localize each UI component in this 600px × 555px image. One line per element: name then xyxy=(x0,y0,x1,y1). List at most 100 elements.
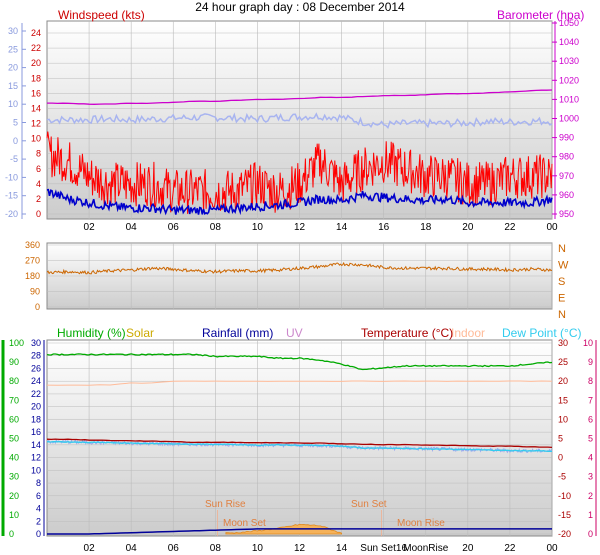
legend-temperature: Temperature (°C) xyxy=(361,326,453,340)
uv-tick-label: 3 xyxy=(588,472,593,482)
rain-tick-label: 22 xyxy=(31,389,41,399)
wind-tick-label: 2 xyxy=(36,194,41,204)
top-hour-label: 02 xyxy=(84,222,96,233)
barometer-tick-label: 1010 xyxy=(559,94,579,104)
gust-tick-label: -5 xyxy=(10,154,18,164)
rain-tick-label: 2 xyxy=(36,516,41,526)
humidity-line xyxy=(46,353,553,371)
legend-windspeed: Windspeed (kts) xyxy=(58,8,145,22)
legend-humidity: Humidity (%) xyxy=(57,326,126,340)
uv-tick-label: 8 xyxy=(588,376,593,386)
barometer-tick-label: 1020 xyxy=(559,75,579,85)
rainfall-line xyxy=(47,528,552,535)
uv-tick-label: 5 xyxy=(588,434,593,444)
humidity-tick-label: 40 xyxy=(9,453,19,463)
top-hour-label: 16 xyxy=(378,222,390,233)
bottom-hour-label: 10 xyxy=(252,543,264,554)
rain-tick-label: 8 xyxy=(36,478,41,488)
rain-tick-label: 16 xyxy=(31,427,41,437)
uv-tick-label: 0 xyxy=(588,529,593,539)
bottom-hour-label: 22 xyxy=(504,543,516,554)
gust-tick-label: 20 xyxy=(8,63,18,73)
barometer-tick-label: 1040 xyxy=(559,37,579,47)
gust-tick-label: -15 xyxy=(5,191,18,201)
rain-tick-label: 14 xyxy=(31,440,41,450)
wind-tick-label: 6 xyxy=(36,164,41,174)
wind-tick-label: 24 xyxy=(31,28,41,38)
barometer-tick-label: 1050 xyxy=(559,18,579,28)
annotation-sunrise: Sun Rise xyxy=(205,499,246,510)
rain-tick-label: 24 xyxy=(31,376,41,386)
bottom-hour-label: 06 xyxy=(168,543,180,554)
temp-tick-label: -5 xyxy=(558,472,566,482)
wind-tick-label: 20 xyxy=(31,58,41,68)
wind-tick-label: 14 xyxy=(31,103,41,113)
humidity-tick-label: 60 xyxy=(9,414,19,424)
top-hour-label: 08 xyxy=(210,222,222,233)
rain-tick-label: 28 xyxy=(31,351,41,361)
bottom-hour-label: 20 xyxy=(462,543,474,554)
wind-average-line xyxy=(46,188,553,216)
rain-tick-label: 26 xyxy=(31,363,41,373)
top-hour-label: 14 xyxy=(336,222,348,233)
wind-tick-label: 10 xyxy=(31,134,41,144)
humidity-tick-label: 50 xyxy=(9,434,19,444)
dewpoint-line xyxy=(46,440,553,453)
uv-tick-label: 7 xyxy=(588,395,593,405)
bottom-hour-label: 14 xyxy=(336,543,348,554)
bottom-hour-label: Sun Set16 xyxy=(360,543,407,554)
rain-tick-label: 10 xyxy=(31,465,41,475)
humidity-tick-label: 90 xyxy=(9,357,19,367)
legend-uv-label: UV xyxy=(286,326,303,340)
direction-tick-label: 360 xyxy=(25,240,40,250)
barometer-tick-label: 950 xyxy=(559,209,574,219)
wind-tick-label: 8 xyxy=(36,149,41,159)
barometer-line xyxy=(47,89,553,105)
bottom-hour-label: 04 xyxy=(126,543,138,554)
bottom-hour-label: 12 xyxy=(294,543,306,554)
gust-tick-label: 0 xyxy=(13,136,18,146)
humidity-tick-label: 30 xyxy=(9,472,19,482)
rain-tick-label: 30 xyxy=(31,338,41,348)
barometer-tick-label: 980 xyxy=(559,152,574,162)
wind-tick-label: 12 xyxy=(31,119,41,129)
top-hour-label: 20 xyxy=(462,222,474,233)
gust-tick-label: -20 xyxy=(5,209,18,219)
windspeed-line xyxy=(46,131,553,214)
gust-tick-label: 5 xyxy=(13,118,18,128)
rain-tick-label: 4 xyxy=(36,504,41,514)
legend-uv: Indoor xyxy=(451,326,485,340)
barometer-tick-label: 990 xyxy=(559,133,574,143)
humidity-tick-label: 100 xyxy=(9,338,24,348)
uv-tick-label: 9 xyxy=(588,357,593,367)
temp-tick-label: 25 xyxy=(558,357,568,367)
gust-tick-label: 15 xyxy=(8,81,18,91)
axes xyxy=(1,21,597,536)
humidity-tick-label: 70 xyxy=(9,395,19,405)
compass-tick-label: W xyxy=(558,260,569,272)
annotation-sunset: Sun Set xyxy=(351,499,387,510)
temp-tick-label: 30 xyxy=(558,338,568,348)
temp-tick-label: 10 xyxy=(558,414,568,424)
temperature-line xyxy=(46,438,553,449)
barometer-tick-label: 1000 xyxy=(559,114,579,124)
gust-tick-label: 10 xyxy=(8,99,18,109)
humidity-tick-label: 10 xyxy=(9,510,19,520)
indoor-line xyxy=(46,380,553,386)
legend-rainfall: Rainfall (mm) xyxy=(202,326,273,340)
legend-dewpoint: Dew Point (°C) xyxy=(502,326,581,340)
series-layer xyxy=(46,89,553,536)
gust-tick-label: 25 xyxy=(8,44,18,54)
rain-tick-label: 18 xyxy=(31,414,41,424)
top-hour-label: 12 xyxy=(294,222,306,233)
temp-tick-label: -10 xyxy=(558,491,571,501)
wind-tick-label: 0 xyxy=(36,209,41,219)
chart-title: 24 hour graph day : 08 December 2014 xyxy=(195,0,405,14)
gust-tick-label: 30 xyxy=(8,26,18,36)
temp-tick-label: -15 xyxy=(558,510,571,520)
temp-tick-label: 5 xyxy=(558,434,563,444)
uv-tick-label: 2 xyxy=(588,491,593,501)
compass-tick-label: S xyxy=(558,276,565,288)
